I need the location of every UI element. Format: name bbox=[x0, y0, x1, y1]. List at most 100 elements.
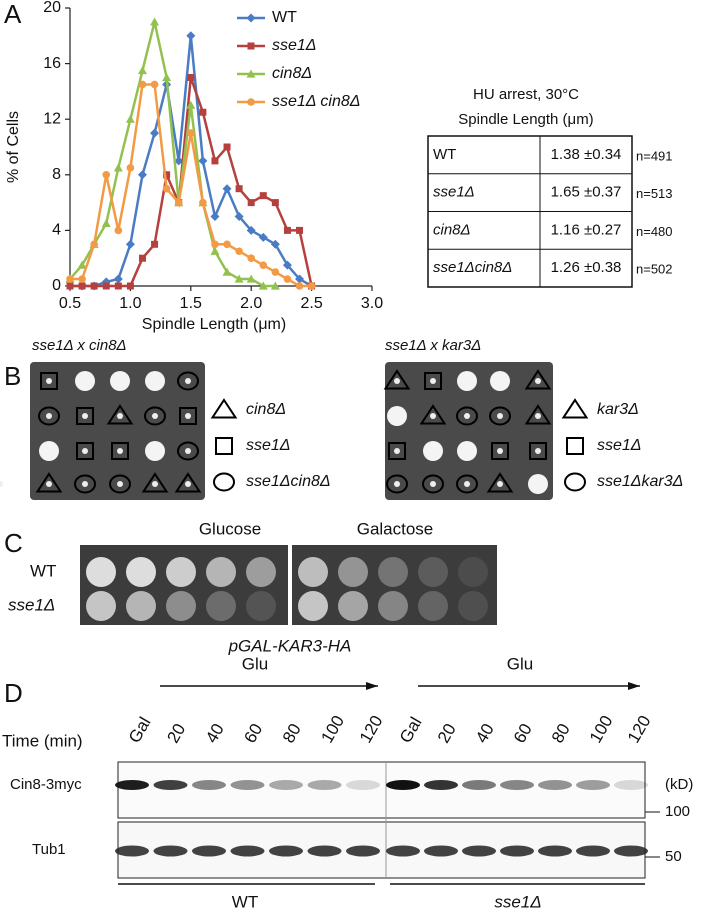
genotype-shape bbox=[177, 441, 199, 461]
colony bbox=[497, 448, 503, 454]
legend-label: sse1Δ cin8Δ bbox=[272, 93, 360, 110]
genotype-shape bbox=[456, 406, 478, 426]
lane-label: 80 bbox=[279, 720, 305, 746]
genotype-shape bbox=[491, 442, 509, 460]
band bbox=[576, 845, 610, 857]
marker bbox=[247, 98, 255, 106]
blot-label: Cin8-3myc bbox=[10, 776, 82, 793]
marker bbox=[126, 164, 135, 172]
marker bbox=[259, 261, 268, 269]
colony bbox=[117, 481, 123, 487]
colony bbox=[535, 448, 541, 454]
marker bbox=[211, 157, 219, 165]
lane-label: 60 bbox=[240, 720, 266, 746]
genotype-shape bbox=[109, 474, 131, 494]
colony bbox=[0, 481, 3, 487]
marker bbox=[138, 80, 147, 89]
marker bbox=[223, 143, 231, 151]
colony bbox=[464, 413, 470, 419]
marker bbox=[246, 274, 256, 283]
band bbox=[500, 780, 534, 790]
legend-label: cin8Δ bbox=[246, 401, 286, 418]
band bbox=[269, 845, 303, 857]
band bbox=[307, 845, 342, 857]
y-tick-label: 8 bbox=[52, 166, 61, 183]
colony bbox=[46, 378, 52, 384]
colony bbox=[39, 441, 59, 461]
genotype-shape bbox=[529, 442, 547, 460]
legend-label: sse1Δ bbox=[246, 437, 291, 454]
arrow-head bbox=[628, 682, 640, 690]
genotype-shape bbox=[524, 404, 552, 425]
marker bbox=[77, 260, 87, 269]
yeast-spot bbox=[86, 591, 116, 621]
series-line bbox=[69, 21, 276, 288]
genotype-shape bbox=[422, 474, 444, 494]
colony bbox=[423, 441, 443, 461]
genotype-shape bbox=[40, 372, 58, 390]
colony bbox=[152, 413, 158, 419]
marker bbox=[246, 225, 256, 235]
x-tick-label: 3.0 bbox=[361, 295, 383, 312]
band bbox=[462, 780, 496, 790]
y-tick-label: 20 bbox=[43, 0, 61, 16]
tetrad-plate bbox=[385, 362, 553, 500]
yeast-spot bbox=[378, 557, 408, 587]
table-cell: 1.38 ±0.34 bbox=[551, 146, 622, 163]
yeast-spot bbox=[458, 591, 488, 621]
lane-label: 120 bbox=[356, 712, 387, 746]
yeast-spot bbox=[206, 591, 236, 621]
blot bbox=[117, 761, 646, 819]
marker bbox=[247, 254, 255, 262]
genotype-shape bbox=[177, 371, 199, 391]
marker bbox=[246, 69, 256, 78]
marker bbox=[187, 129, 195, 137]
genotype-shape bbox=[76, 442, 94, 460]
colony bbox=[82, 413, 88, 419]
unit: (kD) bbox=[665, 776, 693, 793]
yeast-spot bbox=[458, 557, 488, 587]
genotype-shape bbox=[74, 474, 96, 494]
marker bbox=[125, 239, 135, 249]
size-marker: 100 bbox=[665, 803, 690, 820]
legend-label: kar3Δ bbox=[597, 401, 639, 418]
genotype-shape bbox=[144, 406, 166, 426]
lane-label: 80 bbox=[548, 720, 574, 746]
table-title: HU arrest, 30°C bbox=[473, 86, 579, 103]
panel-label: D bbox=[4, 678, 23, 708]
genotype-shape bbox=[179, 407, 197, 425]
genotype-shape bbox=[215, 437, 233, 455]
table-cell: 1.26 ±0.38 bbox=[551, 259, 622, 276]
yeast-spot bbox=[246, 591, 276, 621]
genotype-shape bbox=[35, 472, 63, 493]
y-tick-label: 12 bbox=[43, 110, 61, 127]
band bbox=[192, 845, 226, 857]
yeast-spot bbox=[338, 557, 368, 587]
marker bbox=[199, 108, 207, 116]
genotype-shape bbox=[106, 404, 134, 425]
y-tick-label: 4 bbox=[52, 222, 61, 239]
lane-label: 120 bbox=[624, 712, 655, 746]
marker bbox=[259, 192, 267, 200]
marker bbox=[223, 240, 231, 249]
x-tick-label: 2.5 bbox=[300, 295, 322, 312]
colony bbox=[82, 481, 88, 487]
marker bbox=[126, 282, 134, 290]
yeast-spot bbox=[86, 557, 116, 587]
colony bbox=[394, 448, 400, 454]
genotype-shape bbox=[564, 472, 586, 492]
legend-label: cin8Δ bbox=[272, 65, 312, 82]
marker bbox=[102, 171, 111, 179]
colony bbox=[430, 378, 436, 384]
cross-title: sse1Δ x cin8Δ bbox=[32, 337, 127, 354]
marker bbox=[150, 128, 160, 138]
x-axis-label: Spindle Length (μm) bbox=[142, 316, 286, 333]
marker bbox=[271, 268, 280, 276]
marker bbox=[186, 31, 196, 41]
band bbox=[230, 845, 265, 857]
yeast-spot bbox=[338, 591, 368, 621]
cross-title: sse1Δ x kar3Δ bbox=[385, 337, 481, 354]
legend-label: sse1Δ bbox=[597, 437, 642, 454]
table-cell: cin8Δ bbox=[433, 221, 471, 238]
colony bbox=[145, 441, 165, 461]
